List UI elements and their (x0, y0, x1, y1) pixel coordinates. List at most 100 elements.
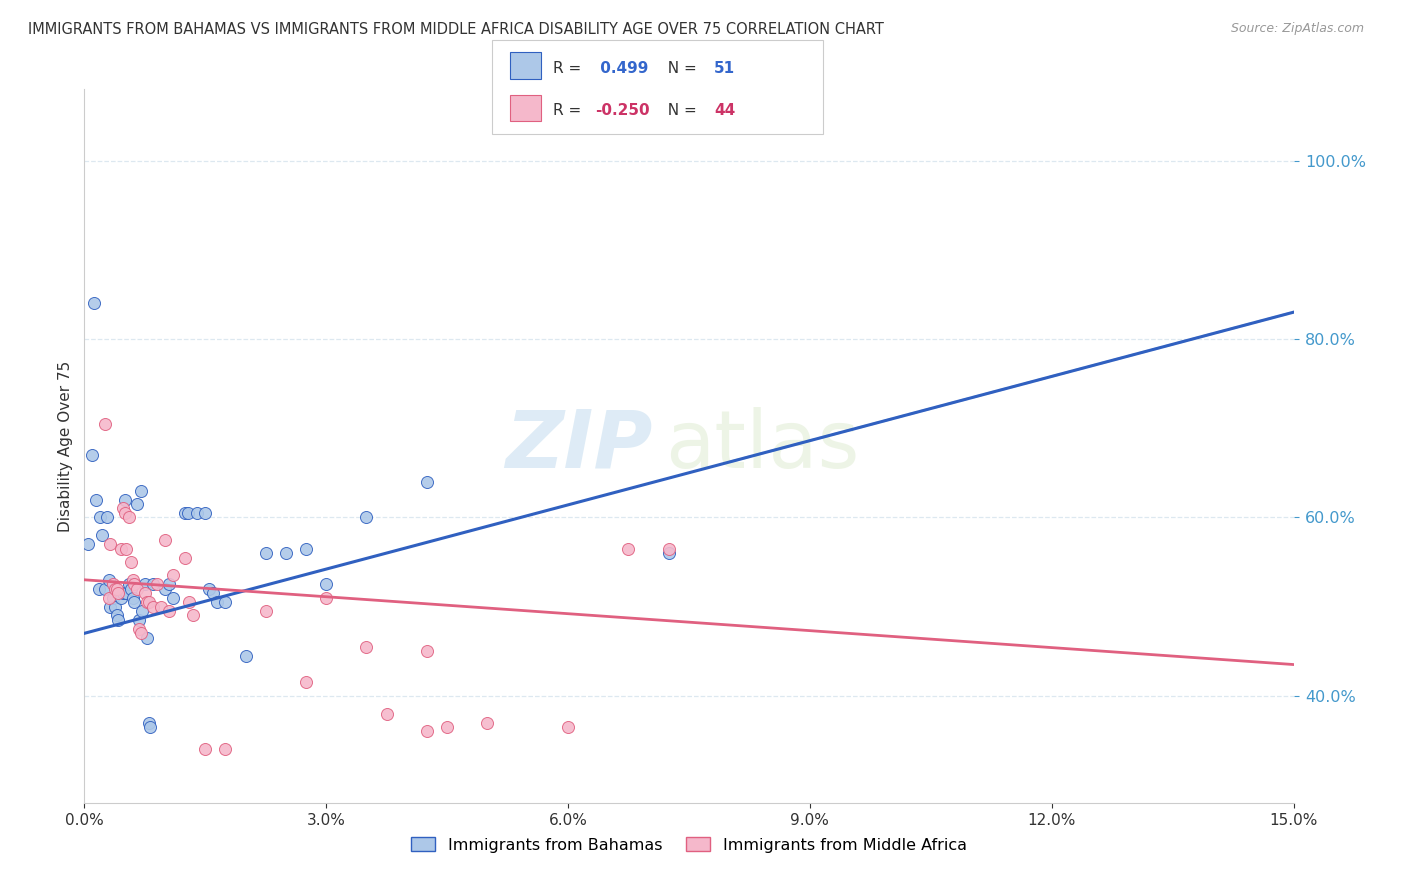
Point (114, 506, 136, 520)
Point (128, 622, 150, 636)
Point (157, 577, 180, 591)
Point (87, 582, 110, 596)
Point (416, 644, 439, 658)
Point (186, 506, 208, 520)
Point (115, 541, 138, 556)
Point (356, 510, 378, 524)
Point (142, 577, 165, 591)
Point (202, 586, 225, 600)
Point (131, 604, 153, 618)
Point (107, 586, 129, 600)
Point (617, 541, 640, 556)
Point (315, 577, 337, 591)
Point (179, 595, 201, 609)
Point (112, 586, 135, 600)
Point (86, 492, 108, 507)
Point (274, 546, 297, 560)
Point (138, 595, 160, 609)
Point (174, 506, 197, 520)
Point (136, 631, 159, 645)
Point (128, 613, 150, 627)
Point (162, 591, 184, 605)
Point (157, 604, 180, 618)
Text: N =: N = (658, 61, 702, 76)
Text: 51: 51 (714, 61, 735, 76)
Point (658, 546, 681, 560)
Point (658, 541, 681, 556)
Point (96, 510, 118, 524)
Point (104, 582, 127, 596)
Point (107, 613, 129, 627)
Point (105, 582, 128, 596)
Text: N =: N = (658, 103, 702, 119)
Legend: Immigrants from Bahamas, Immigrants from Middle Africa: Immigrants from Bahamas, Immigrants from… (405, 830, 973, 859)
Point (124, 577, 146, 591)
Point (134, 586, 156, 600)
Point (83, 296, 105, 310)
Point (89, 510, 111, 524)
Point (139, 720, 162, 734)
Text: IMMIGRANTS FROM BAHAMAS VS IMMIGRANTS FROM MIDDLE AFRICA DISABILITY AGE OVER 75 : IMMIGRANTS FROM BAHAMAS VS IMMIGRANTS FR… (28, 22, 884, 37)
Point (121, 573, 143, 587)
Point (105, 608, 128, 623)
Point (104, 599, 127, 614)
Text: R =: R = (553, 103, 586, 119)
Point (235, 648, 257, 663)
Point (254, 546, 277, 560)
Point (557, 720, 579, 734)
Point (194, 742, 217, 756)
Point (477, 715, 499, 730)
Point (153, 533, 176, 547)
Point (416, 475, 439, 489)
Point (254, 604, 277, 618)
Point (110, 591, 132, 605)
Point (115, 586, 138, 600)
Point (176, 506, 198, 520)
Point (124, 595, 146, 609)
Point (120, 582, 142, 596)
Point (174, 550, 197, 565)
Point (356, 640, 378, 654)
Point (129, 626, 152, 640)
Point (125, 582, 148, 596)
Text: Source: ZipAtlas.com: Source: ZipAtlas.com (1230, 22, 1364, 36)
Point (138, 715, 160, 730)
Point (93, 582, 115, 596)
Text: 0.499: 0.499 (595, 61, 648, 76)
Text: 44: 44 (714, 103, 735, 119)
Point (416, 724, 439, 739)
Point (101, 577, 124, 591)
Point (214, 742, 236, 756)
Text: ZIP: ZIP (505, 407, 652, 485)
Point (214, 595, 236, 609)
Point (110, 541, 132, 556)
Point (121, 591, 143, 605)
Text: -0.250: -0.250 (595, 103, 650, 119)
Point (181, 608, 204, 623)
Point (134, 577, 156, 591)
Text: R =: R = (553, 61, 586, 76)
Point (101, 591, 124, 605)
Point (77, 537, 100, 551)
Y-axis label: Disability Age Over 75: Disability Age Over 75 (58, 360, 73, 532)
Point (153, 582, 176, 596)
Point (82, 448, 104, 462)
Point (149, 599, 172, 614)
Point (114, 492, 136, 507)
Point (118, 510, 141, 524)
Point (194, 506, 217, 520)
Point (295, 675, 318, 690)
Point (97, 591, 120, 605)
Point (118, 577, 141, 591)
Point (315, 591, 337, 605)
Point (120, 555, 142, 569)
Point (136, 595, 159, 609)
Point (162, 568, 184, 582)
Point (198, 582, 221, 596)
Text: atlas: atlas (665, 407, 859, 485)
Point (375, 706, 398, 721)
Point (142, 599, 165, 614)
Point (98, 599, 121, 614)
Point (125, 497, 148, 511)
Point (98, 537, 121, 551)
